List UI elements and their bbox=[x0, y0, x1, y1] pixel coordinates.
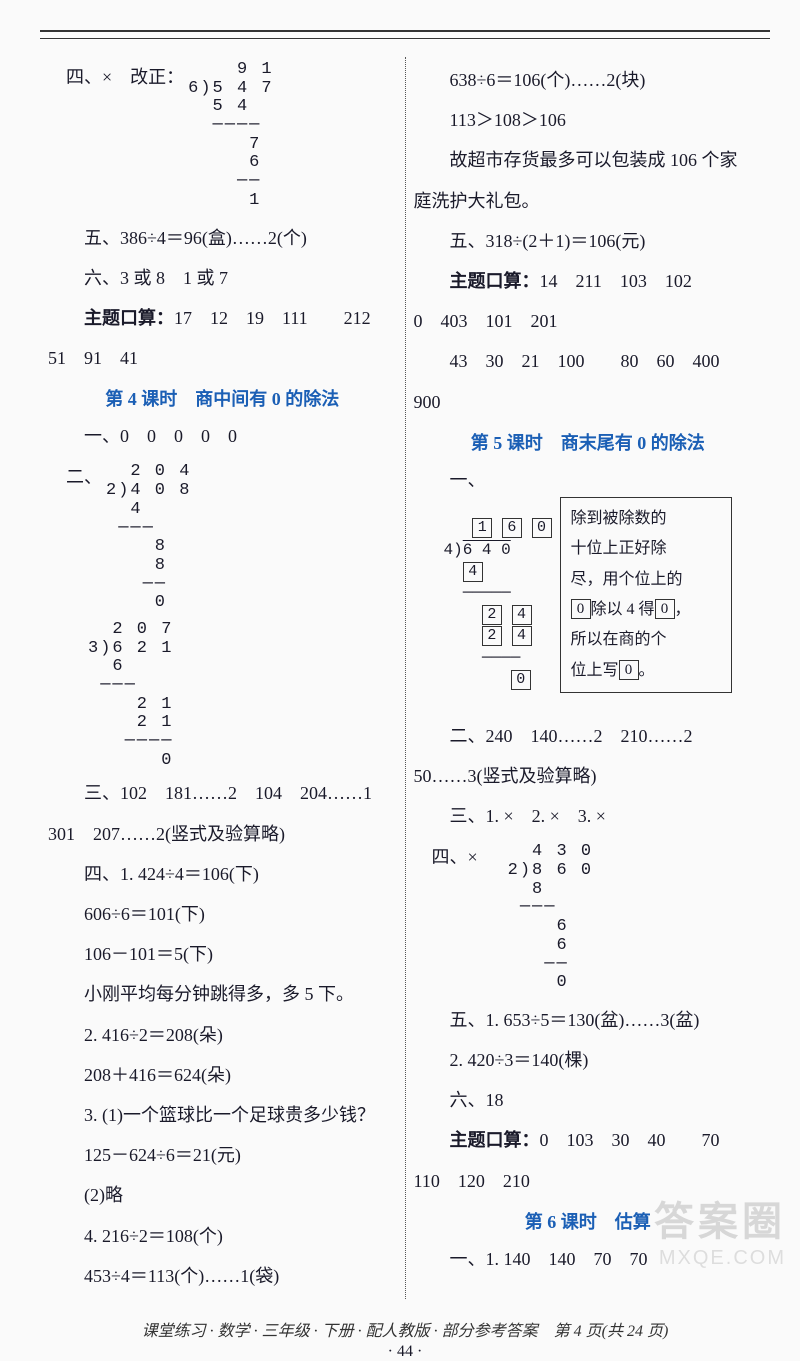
q4-block: 四、× 改正： 9 1 6)5 4 7 5 4 ──── 7 6 ── 1 bbox=[48, 57, 397, 215]
s5-2a: 二、240 140……2 210……2 bbox=[414, 719, 763, 753]
zt2-l4: 900 bbox=[414, 385, 763, 419]
zt3-l1: 0 103 30 40 70 bbox=[540, 1130, 720, 1150]
bs1: 4 bbox=[463, 562, 483, 582]
zt2-l1: 14 211 103 102 bbox=[540, 271, 692, 291]
ex-b0b: 0 bbox=[655, 599, 675, 619]
q5: 五、386÷4＝96(盒)……2(个) bbox=[48, 221, 397, 255]
page-number: · 44 · bbox=[40, 1343, 770, 1361]
section-6-title: 第 6 课时 估算 bbox=[414, 1208, 763, 1234]
zt1-cont: 51 91 41 bbox=[48, 341, 397, 375]
s4-4-1: 四、1. 424÷4＝106(下) bbox=[48, 857, 397, 891]
zt2-label: 主题口算： bbox=[450, 271, 540, 291]
s4-4-9: (2)略 bbox=[48, 1178, 397, 1212]
boxed-longdiv: 1 6 0 4)6 4 0 4 ───── 2 4 2 4 ──── 0 bbox=[444, 497, 552, 713]
bq1: 1 bbox=[472, 518, 492, 538]
longdiv-4: 4 3 0 2)8 6 0 8 ─── 6 6 ── 0 bbox=[508, 843, 593, 993]
zt3-label: 主题口算： bbox=[450, 1130, 540, 1150]
s5-4-row: 四、× 4 3 0 2)8 6 0 8 ─── 6 6 ── 0 bbox=[414, 839, 763, 997]
s5-1-label: 一、 bbox=[414, 463, 763, 497]
column-left: 四、× 改正： 9 1 6)5 4 7 5 4 ──── 7 6 ── 1 五、… bbox=[40, 57, 406, 1299]
s5-5-2: 2. 420÷3＝140(棵) bbox=[414, 1043, 763, 1077]
q6: 六、3 或 8 1 或 7 bbox=[48, 261, 397, 295]
r5: 五、318÷(2＋1)＝106(元) bbox=[414, 224, 763, 258]
s4-2-label: 二、 bbox=[48, 459, 102, 489]
rule-top bbox=[40, 30, 770, 32]
bq2: 6 bbox=[502, 518, 522, 538]
s5-1-row: 1 6 0 4)6 4 0 4 ───── 2 4 2 4 ──── 0 除到被… bbox=[444, 497, 763, 713]
longdiv-1: 9 1 6)5 4 7 5 4 ──── 7 6 ── 1 bbox=[188, 61, 273, 211]
zt1-label: 主题口算： bbox=[84, 308, 174, 328]
s4-2-row: 二、 2 0 4 2)4 0 8 4 ─── 8 8 ── 0 bbox=[48, 459, 397, 617]
zt1-vals: 17 12 19 111 212 bbox=[174, 308, 371, 328]
s4-4-7: 3. (1)一个篮球比一个足球贵多少钱？ bbox=[48, 1098, 397, 1132]
r1: 638÷6＝106(个)……2(块) bbox=[414, 63, 763, 97]
s4-4-4: 小刚平均每分钟跳得多，多 5 下。 bbox=[48, 977, 397, 1011]
zt2-l3: 43 30 21 100 80 60 400 bbox=[414, 344, 763, 378]
bs2a: 2 bbox=[482, 605, 502, 625]
r2: 113＞108＞106 bbox=[414, 103, 763, 137]
ex-l4a: 除以 4 得 bbox=[591, 601, 655, 618]
footer: 课堂练习 · 数学 · 三年级 · 下册 · 配人教版 · 部分参考答案 第 4… bbox=[40, 1317, 770, 1341]
columns: 四、× 改正： 9 1 6)5 4 7 5 4 ──── 7 6 ── 1 五、… bbox=[40, 57, 770, 1299]
s4-4-5: 2. 416÷2＝208(朵) bbox=[48, 1018, 397, 1052]
ex-l3: 尽，用个位上的 bbox=[571, 571, 683, 588]
s4-4-10: 4. 216÷2＝108(个) bbox=[48, 1219, 397, 1253]
ex-b0c: 0 bbox=[619, 660, 639, 680]
s5-4-label: 四、× bbox=[414, 839, 478, 869]
s5-5-1: 五、1. 653÷5＝130(盆)……3(盆) bbox=[414, 1003, 763, 1037]
column-right: 638÷6＝106(个)……2(块) 113＞108＞106 故超市存货最多可以… bbox=[406, 57, 771, 1299]
s4-4-8: 125－624÷6＝21(元) bbox=[48, 1138, 397, 1172]
bs3a: 2 bbox=[482, 626, 502, 646]
longdiv-2: 2 0 4 2)4 0 8 4 ─── 8 8 ── 0 bbox=[106, 463, 191, 613]
bdvsr: 4 bbox=[444, 541, 454, 559]
s4-4-3: 106－101＝5(下) bbox=[48, 937, 397, 971]
s4-4-6: 208＋416＝624(朵) bbox=[48, 1058, 397, 1092]
zt3: 主题口算：0 103 30 40 70 bbox=[414, 1123, 763, 1157]
ex-l6b: 。 bbox=[639, 662, 655, 679]
s6-1: 一、1. 140 140 70 70 bbox=[414, 1242, 763, 1276]
r3: 故超市存货最多可以包装成 106 个家 bbox=[414, 143, 763, 177]
explain-box: 除到被除数的 十位上正好除 尽，用个位上的 0除以 4 得0， 所以在商的个 位… bbox=[560, 497, 732, 693]
zt2: 主题口算：14 211 103 102 bbox=[414, 264, 763, 298]
section-5-title: 第 5 课时 商末尾有 0 的除法 bbox=[414, 429, 763, 455]
ex-l2: 十位上正好除 bbox=[571, 540, 667, 557]
bs4: 0 bbox=[511, 670, 531, 690]
s5-2b: 50……3(竖式及验算略) bbox=[414, 759, 763, 793]
zt2-l2: 0 403 101 201 bbox=[414, 304, 763, 338]
s4-4-11: 453÷4＝113(个)……1(袋) bbox=[48, 1259, 397, 1293]
ex-l4b: ， bbox=[675, 601, 691, 618]
r3b: 庭洗护大礼包。 bbox=[414, 184, 763, 218]
s5-3: 三、1. × 2. × 3. × bbox=[414, 799, 763, 833]
s4-3a: 三、102 181……2 104 204……1 bbox=[48, 776, 397, 810]
s5-6: 六、18 bbox=[414, 1083, 763, 1117]
bq3: 0 bbox=[532, 518, 552, 538]
rule-top-2 bbox=[40, 38, 770, 39]
s4-3b: 301 207……2(竖式及验算略) bbox=[48, 817, 397, 851]
bs3b: 4 bbox=[512, 626, 532, 646]
ex-l6a: 位上写 bbox=[571, 662, 619, 679]
bs2b: 4 bbox=[512, 605, 532, 625]
bdvnd: 6 4 0 bbox=[463, 541, 511, 559]
zt3-l2: 110 120 210 bbox=[414, 1164, 763, 1198]
longdiv-3: 2 0 7 3)6 2 1 6 ─── 2 1 2 1 ──── 0 bbox=[88, 621, 397, 771]
ex-b0a: 0 bbox=[571, 599, 591, 619]
zt1: 主题口算：17 12 19 111 212 bbox=[48, 301, 397, 335]
s4-1: 一、0 0 0 0 0 bbox=[48, 419, 397, 453]
section-4-title: 第 4 课时 商中间有 0 的除法 bbox=[48, 385, 397, 411]
ex-l5: 所以在商的个 bbox=[571, 631, 667, 648]
q4-label: 四、× 改正： bbox=[48, 57, 184, 89]
s4-4-2: 606÷6＝101(下) bbox=[48, 897, 397, 931]
ex-l1: 除到被除数的 bbox=[571, 510, 667, 527]
